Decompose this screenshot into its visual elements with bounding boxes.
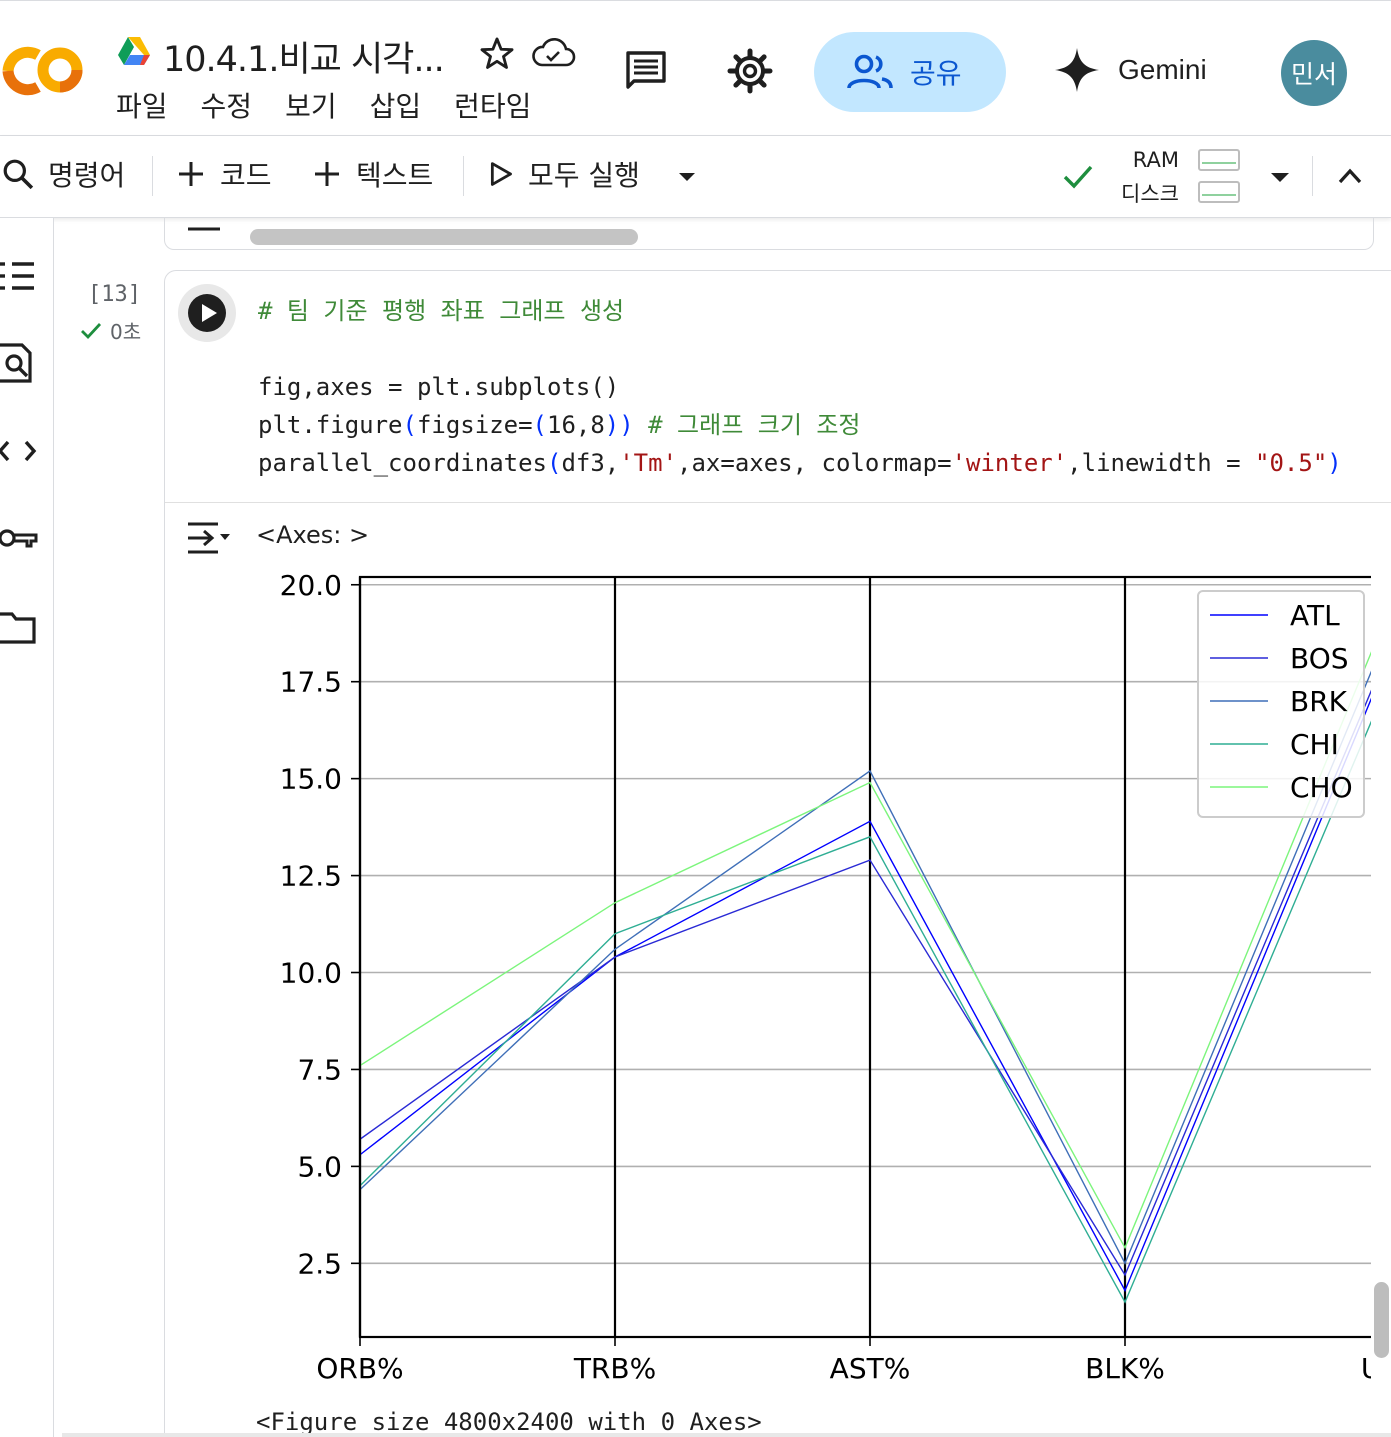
parallel-coordinates-chart: 2.5 5.0 7.5 10.0 12.5 15.0 17.5 20.0 ORB% TRB% AST…	[280, 569, 1371, 1385]
y-tick-label-7.5: 7.5	[297, 1053, 342, 1086]
toolbar: 명령어 코드 텍스트 모두 실행 RAM 디스크	[0, 136, 1391, 218]
disk-usage-bar	[1198, 181, 1240, 203]
cloud-saved-icon[interactable]	[530, 37, 576, 71]
play-icon	[188, 294, 226, 332]
menu-insert[interactable]: 삽입	[369, 90, 422, 123]
notebook-title[interactable]: 10.4.1.비교 시각...	[163, 40, 445, 80]
toolbar-divider	[1312, 156, 1313, 196]
code-line-1: fig,axes = plt.subplots()	[258, 373, 620, 401]
play-outline-icon	[490, 162, 512, 186]
search-icon	[3, 159, 34, 190]
resource-monitor[interactable]: RAM 디스크	[1120, 146, 1245, 208]
run-cell-button[interactable]	[178, 284, 236, 342]
x-tick-label-TRB%: TRB%	[573, 1352, 656, 1385]
bottom-divider	[62, 1433, 1391, 1437]
series-line-ATL	[359, 697, 1371, 1293]
run-all-label: 모두 실행	[528, 159, 640, 192]
resource-dropdown-icon[interactable]	[1268, 166, 1292, 188]
key-icon[interactable]	[0, 518, 40, 558]
x-tick-label-ORB%: ORB%	[316, 1352, 403, 1385]
y-tick-label-10.0: 10.0	[280, 957, 342, 990]
horizontal-scrollbar[interactable]	[250, 229, 638, 245]
y-tick-label-2.5: 2.5	[297, 1247, 342, 1280]
execution-status: 0초	[80, 316, 141, 345]
y-tick-label-17.5: 17.5	[280, 666, 342, 699]
table-of-contents-icon[interactable]	[0, 256, 40, 296]
y-tick-label-5.0: 5.0	[297, 1150, 342, 1183]
star-icon[interactable]	[478, 35, 516, 73]
x-tick-label-BLK%: BLK%	[1085, 1352, 1165, 1385]
collapse-header-icon[interactable]	[1336, 164, 1364, 188]
code-comment: # 팀 기준 평행 좌표 그래프 생성	[258, 297, 625, 325]
add-code-label: 코드	[220, 159, 272, 192]
menu-view[interactable]: 보기	[285, 90, 337, 123]
menu-runtime[interactable]: 런타임	[454, 90, 532, 123]
execution-time: 0초	[110, 320, 142, 344]
plus-icon	[315, 162, 339, 186]
add-text-button[interactable]: 텍스트	[312, 154, 433, 194]
menu-edit[interactable]: 수정	[200, 90, 253, 123]
ram-usage-bar	[1198, 149, 1240, 171]
share-button[interactable]: 공유	[814, 32, 1006, 112]
series-line-CHI	[359, 720, 1371, 1304]
series-line-CHO	[359, 651, 1371, 1250]
comment-icon[interactable]	[622, 49, 670, 93]
menu-bar: 파일 수정 보기 삽입 런타임	[116, 85, 531, 125]
output-axes-text: <Axes: >	[256, 521, 370, 549]
legend-label-ATL: ATL	[1290, 599, 1340, 632]
gear-icon[interactable]	[726, 47, 774, 95]
legend-label-CHI: CHI	[1290, 728, 1339, 761]
toolbar-divider	[152, 156, 153, 196]
connected-check-icon	[1063, 165, 1093, 189]
legend-box	[1197, 590, 1365, 818]
ram-label: RAM	[1132, 148, 1179, 172]
previous-cell	[164, 218, 1374, 250]
check-icon	[81, 322, 102, 339]
code-line-3: parallel_coordinates(df3,'Tm',ax=axes, c…	[258, 449, 1342, 477]
toolbar-divider	[463, 156, 464, 196]
series-line-BRK	[359, 670, 1371, 1265]
y-tick-label-15.0: 15.0	[280, 763, 342, 796]
find-replace-icon[interactable]	[0, 343, 40, 383]
plot-frame	[358, 575, 1371, 1339]
y-tick-label-20.0: 20.0	[280, 569, 342, 602]
add-code-button[interactable]: 코드	[176, 154, 272, 194]
header: 10.4.1.비교 시각... 파일 수정 보기 삽입 런타임	[0, 0, 1391, 136]
menu-file[interactable]: 파일	[116, 90, 168, 123]
x-tick-label-AST%: AST%	[830, 1352, 911, 1385]
code-line-2: plt.figure(figsize=(16,8)) # 그래프 크기 조정	[258, 411, 861, 439]
code-editor[interactable]: # 팀 기준 평행 좌표 그래프 생성 fig,axes = plt.subpl…	[258, 292, 1342, 482]
disk-label: 디스크	[1121, 182, 1179, 206]
run-all-dropdown-icon[interactable]	[676, 166, 698, 188]
legend-label-CHO: CHO	[1290, 771, 1353, 804]
folder-icon[interactable]	[0, 608, 40, 648]
legend-label-BOS: BOS	[1290, 642, 1349, 675]
share-label: 공유	[910, 57, 962, 90]
command-palette-button[interactable]: 명령어	[2, 154, 125, 194]
colab-logo-icon[interactable]	[0, 41, 86, 97]
run-all-button[interactable]: 모두 실행	[488, 154, 640, 194]
vertical-scrollbar[interactable]	[1374, 1282, 1389, 1358]
add-text-label: 텍스트	[356, 159, 434, 192]
commands-label: 명령어	[48, 159, 126, 192]
x-tick-label-US: US	[1361, 1352, 1371, 1385]
people-icon	[847, 54, 893, 89]
output-toggle-icon[interactable]	[186, 218, 222, 232]
legend-label-BRK: BRK	[1290, 685, 1348, 718]
execution-count: [13]	[88, 282, 141, 307]
plus-icon	[179, 162, 203, 186]
output-figure-text: <Figure size 4800x2400 with 0 Axes>	[256, 1408, 762, 1436]
avatar[interactable]: 민서	[1281, 40, 1347, 106]
output-actions-icon[interactable]	[184, 518, 230, 558]
left-sidebar	[0, 218, 54, 1437]
gemini-button[interactable]: Gemini	[1054, 47, 1207, 93]
google-drive-icon[interactable]	[116, 35, 152, 67]
gemini-sparkle-icon	[1055, 48, 1099, 92]
code-snippets-icon[interactable]	[0, 431, 40, 471]
y-tick-label-12.5: 12.5	[280, 860, 342, 893]
gemini-label: Gemini	[1118, 54, 1207, 85]
code-cell[interactable]	[164, 270, 1391, 1437]
output-divider	[165, 502, 1391, 503]
